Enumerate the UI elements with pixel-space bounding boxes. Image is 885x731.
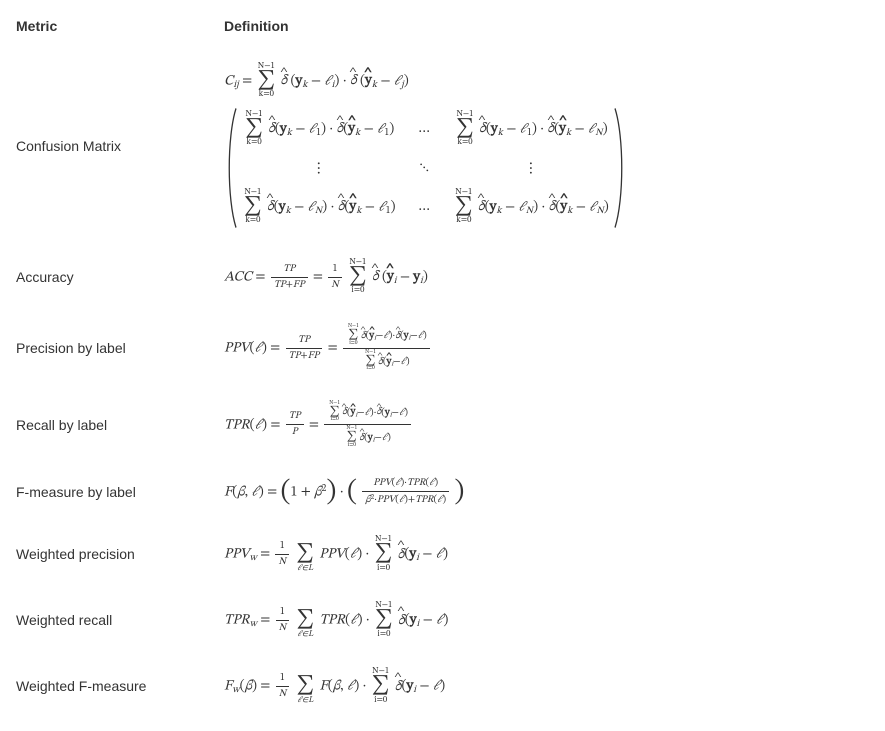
- frac-1-N: 1N: [275, 540, 288, 569]
- frac-tp-p: TP P: [286, 410, 304, 439]
- delta-hat: δ: [280, 72, 287, 90]
- frac-recall: N−1∑i=0δ(yi−ℓ)·δ(yi−ℓ) N−1∑i=0δ(yi−ℓ): [324, 401, 411, 450]
- sum-icon: ∑ℓ∈L: [296, 535, 314, 573]
- table-row: F-measure by label F(β, ℓ) = (1 + β2) · …: [16, 463, 869, 521]
- table-row: Weighted F-measure Fw(β) = 1N ∑ℓ∈L F(β, …: [16, 653, 869, 719]
- table-row: Recall by label TPR(ℓ) = TP P = N−1∑i=0δ…: [16, 387, 869, 464]
- sum-icon: N−1 ∑ k=0: [257, 62, 275, 100]
- metric-name-confusion-matrix: Confusion Matrix: [16, 48, 224, 244]
- mcell-dots: …: [417, 198, 430, 216]
- metric-name-wrecall: Weighted recall: [16, 587, 224, 653]
- sym-ij: ij: [233, 81, 238, 90]
- table-row: Weighted precision PPVw = 1N ∑ℓ∈L PPV(ℓ)…: [16, 521, 869, 587]
- frac-precision: N−1∑i=0δ(yi−ℓ)·δ(yi−ℓ) N−1∑i=0δ(yi−ℓ): [343, 324, 430, 373]
- definition-wrecall: TPRw = 1N ∑ℓ∈L TPR(ℓ) · N−1∑i=0 δ(yi − ℓ…: [224, 587, 869, 653]
- metrics-table: Metric Definition Confusion Matrix Cij =…: [16, 12, 869, 719]
- frac-tp-tpfp: TP TP+FP: [271, 263, 308, 292]
- table-row: Weighted recall TPRw = 1N ∑ℓ∈L TPR(ℓ) · …: [16, 587, 869, 653]
- sum-lower: k=0: [257, 90, 275, 100]
- metric-name-accuracy: Accuracy: [16, 244, 224, 310]
- sum-icon: ∑ℓ∈L: [296, 667, 314, 705]
- frac-tp-tpfp: TP TP+FP: [286, 334, 323, 363]
- frac-1-N: 1N: [276, 672, 289, 701]
- sym-PPV: PPV: [224, 342, 249, 356]
- frac-1-N: 1 N: [328, 263, 341, 292]
- sym-ACC: ACC: [224, 270, 252, 284]
- sum-icon: N−1∑i=0: [372, 667, 390, 705]
- sum-icon: ∑ℓ∈L: [296, 601, 314, 639]
- definition-accuracy: ACC = TP TP+FP = 1 N N−1∑i=0 δ (yi − yi): [224, 244, 869, 310]
- metric-name-fmeasure: F-measure by label: [16, 463, 224, 521]
- table-header-row: Metric Definition: [16, 12, 869, 48]
- sym-TPR: TPR: [224, 418, 250, 432]
- definition-wfmeasure: Fw(β) = 1N ∑ℓ∈L F(β, ℓ) · N−1∑i=0 δ(yi −…: [224, 653, 869, 719]
- left-paren-icon: [224, 106, 238, 230]
- definition-confusion-matrix: Cij = N−1 ∑ k=0 δ (yk − ℓi) · δ (yk − ℓj…: [224, 48, 869, 244]
- header-definition: Definition: [224, 12, 869, 48]
- metric-name-wfmeasure: Weighted F-measure: [16, 653, 224, 719]
- right-paren-icon: [613, 106, 627, 230]
- definition-recall: TPR(ℓ) = TP P = N−1∑i=0δ(yi−ℓ)·δ(yi−ℓ) N…: [224, 387, 869, 464]
- table-row: Accuracy ACC = TP TP+FP = 1 N N−1∑i=0 δ …: [16, 244, 869, 310]
- metric-name-precision: Precision by label: [16, 310, 224, 387]
- sum-icon: N−1∑i=0: [375, 601, 393, 639]
- table-row: Confusion Matrix Cij = N−1 ∑ k=0 δ (yk −…: [16, 48, 869, 244]
- mcell-vdots: ⋮: [242, 158, 395, 178]
- table-row: Precision by label PPV(ℓ) = TP TP+FP = N…: [16, 310, 869, 387]
- frac-1-N: 1N: [276, 606, 289, 635]
- sym-F: F: [224, 485, 232, 499]
- confusion-matrix-parens: N−1∑k=0 δ(yk − ℓ1) · δ(yk − ℓ1) … N−1∑k=…: [224, 106, 627, 230]
- mcell: N−1∑k=0 δ(yk − ℓ1) · δ(yk − ℓ1): [242, 110, 395, 148]
- yhat-bold: y: [365, 72, 372, 90]
- definition-precision: PPV(ℓ) = TP TP+FP = N−1∑i=0δ(yi−ℓ)·δ(yi−…: [224, 310, 869, 387]
- sum-upper: N−1: [257, 62, 275, 72]
- mcell: N−1∑k=0 δ(yk − ℓN) · δ(yk − ℓN): [453, 188, 609, 226]
- sum-icon: N−1∑i=0: [375, 535, 393, 573]
- header-metric: Metric: [16, 12, 224, 48]
- confusion-matrix-grid: N−1∑k=0 δ(yk − ℓ1) · δ(yk − ℓ1) … N−1∑k=…: [238, 106, 613, 230]
- mcell-vdots: ⋮: [453, 158, 609, 178]
- metric-name-recall: Recall by label: [16, 387, 224, 464]
- mcell: N−1∑k=0 δ(yk − ℓ1) · δ(yk − ℓN): [453, 110, 609, 148]
- sym-C: C: [224, 74, 233, 88]
- mcell: N−1∑k=0 δ(yk − ℓN) · δ(yk − ℓ1): [242, 188, 395, 226]
- metric-name-wprecision: Weighted precision: [16, 521, 224, 587]
- mcell-dots: …: [417, 120, 430, 138]
- mcell-ddots: ⋱: [417, 159, 430, 177]
- sym-eq: =: [242, 74, 252, 88]
- definition-wprecision: PPVw = 1N ∑ℓ∈L PPV(ℓ) · N−1∑i=0 δ(yi − ℓ…: [224, 521, 869, 587]
- sum-icon: N−1∑i=0: [349, 258, 367, 296]
- frac-fmeasure: PPV(ℓ)·TPR(ℓ) β2·PPV(ℓ)+TPR(ℓ): [362, 477, 449, 507]
- definition-fmeasure: F(β, ℓ) = (1 + β2) · ( PPV(ℓ)·TPR(ℓ) β2·…: [224, 463, 869, 521]
